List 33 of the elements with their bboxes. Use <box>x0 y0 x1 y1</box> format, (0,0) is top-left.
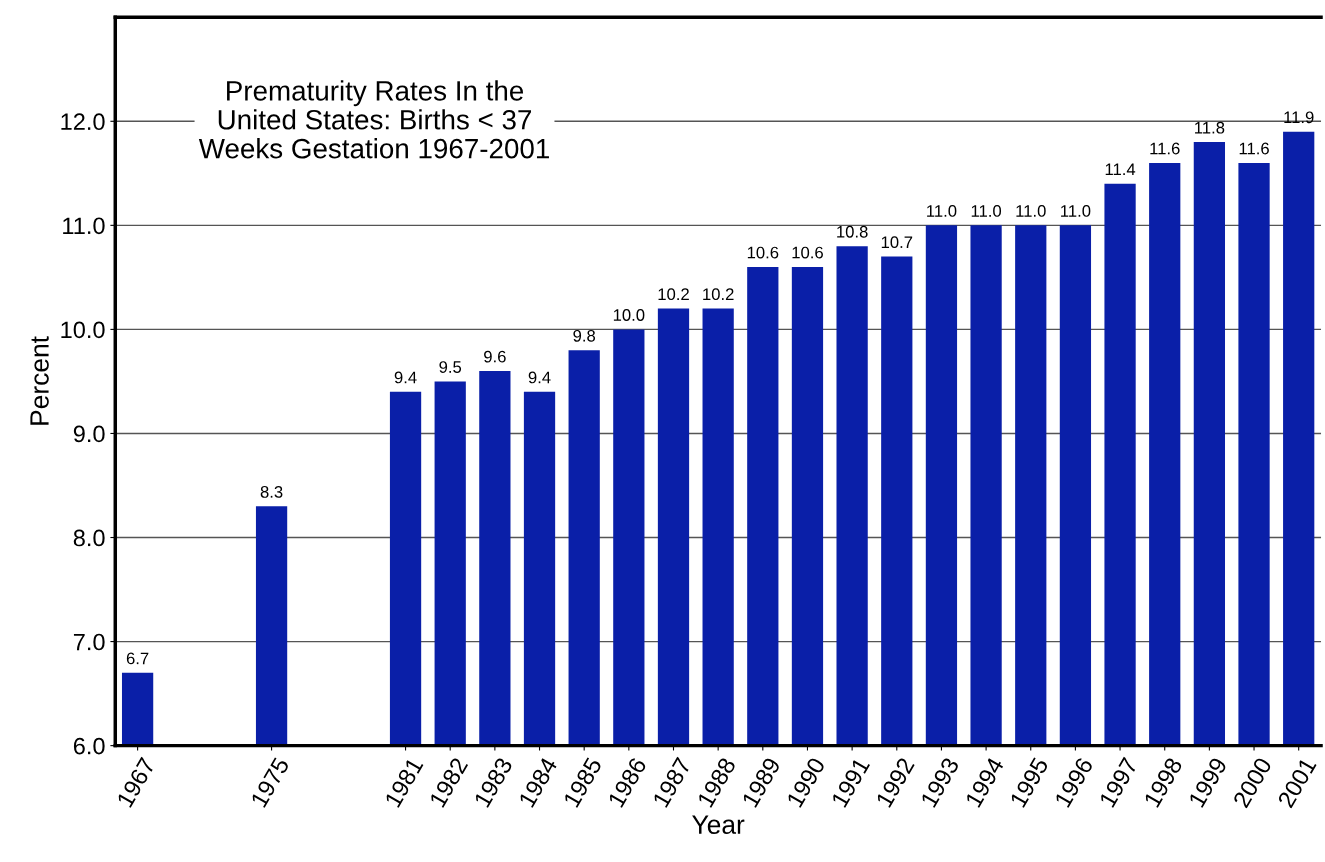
data-label: 8.3 <box>260 486 283 498</box>
y-tick-label: 6.0 <box>73 737 105 755</box>
data-label: 11.6 <box>1239 142 1269 155</box>
data-label: 10.6 <box>747 246 779 259</box>
data-label: 10.2 <box>658 288 689 301</box>
data-label: 9.5 <box>439 361 462 373</box>
y-tick-label: 11.0 <box>63 217 105 235</box>
data-label: 11.0 <box>927 205 957 217</box>
text: Prematurity Rates In the United States: Births < 37 Weeks Gestation 1967-2001 <box>198 80 549 159</box>
data-label: 10.0 <box>613 309 645 321</box>
data-label: 9.4 <box>394 371 417 384</box>
data-label: 11.9 <box>1284 111 1314 124</box>
data-label: 11.4 <box>1105 163 1136 176</box>
data-label: 10.6 <box>792 246 823 259</box>
y-tick-label: 9.0 <box>73 425 105 443</box>
data-label: 6.7 <box>126 652 149 665</box>
y-tick-label: 10.0 <box>61 321 105 339</box>
data-label: 11.0 <box>971 205 1002 217</box>
y-tick-label: 12.0 <box>61 113 105 131</box>
data-label: 9.6 <box>484 350 506 363</box>
data-label: 10.7 <box>881 236 913 249</box>
y-tick-label: 8.0 <box>73 529 105 547</box>
data-label: 11.0 <box>1061 205 1091 217</box>
data-label: 10.2 <box>703 288 734 301</box>
data-label: 10.8 <box>837 225 868 238</box>
data-label: 11.8 <box>1195 121 1225 134</box>
data-label: 11.6 <box>1150 142 1180 155</box>
x-axis-title: Year <box>692 815 745 834</box>
y-axis-title: Percent <box>30 336 49 425</box>
data-label: 9.8 <box>573 329 596 342</box>
data-label: 11.0 <box>1016 205 1046 217</box>
data-label: 9.4 <box>528 371 551 384</box>
y-tick-label: 7.0 <box>73 633 105 651</box>
